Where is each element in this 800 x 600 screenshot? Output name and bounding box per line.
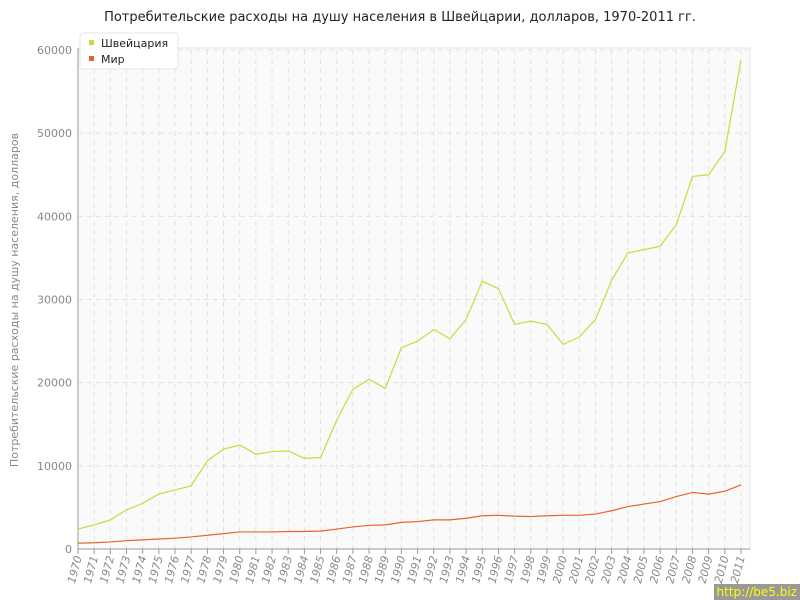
- legend-label: Мир: [101, 53, 125, 66]
- legend: [79, 32, 179, 70]
- y-tick-label: 40000: [37, 210, 72, 223]
- chart-title: Потребительские расходы на душу населени…: [104, 10, 696, 25]
- series-line-1: [77, 484, 742, 544]
- y-tick-label: 50000: [37, 127, 72, 140]
- legend-label: Швейцария: [101, 37, 168, 50]
- legend-marker: [89, 40, 94, 45]
- y-axis-label: Потребительские расходы на душу населени…: [8, 133, 21, 467]
- y-tick-label: 60000: [37, 44, 72, 57]
- y-tick-label: 30000: [37, 294, 72, 307]
- y-tick-label: 10000: [37, 460, 72, 473]
- y-tick-label: 0: [65, 543, 72, 556]
- y-tick-label: 20000: [37, 377, 72, 390]
- plot-area: [77, 47, 751, 550]
- legend-marker: [89, 56, 94, 61]
- watermark[interactable]: http://be5.biz: [713, 584, 800, 600]
- series-line-0: [77, 59, 742, 530]
